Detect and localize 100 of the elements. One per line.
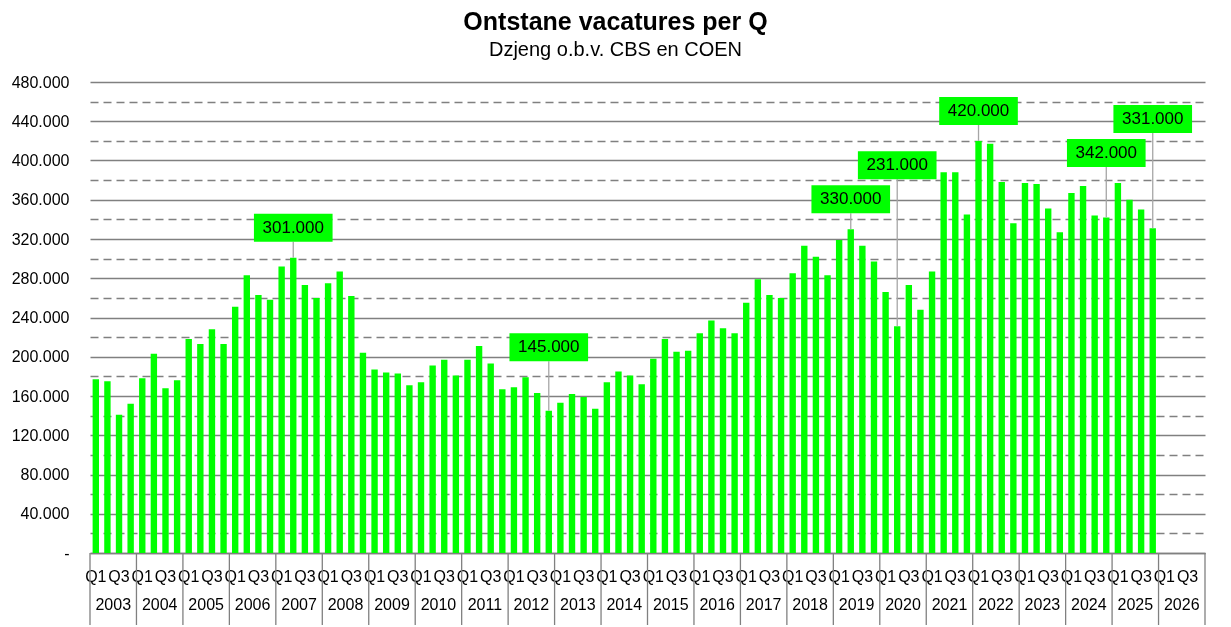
x-tick-label: Q3 (340, 567, 363, 585)
x-tick-label: Q3 (619, 567, 641, 585)
y-tick-label: 80.000 (20, 466, 70, 483)
x-tick-label: Q1 (735, 567, 757, 585)
x-tick-label: Q3 (991, 567, 1013, 585)
y-tick-label: 240.000 (11, 309, 70, 326)
x-tick-label: Q3 (433, 567, 456, 585)
x-tick-label: Q3 (805, 567, 827, 585)
y-tick-label: 400.000 (11, 152, 70, 169)
bar (789, 273, 796, 553)
x-tick-label: Q3 (572, 567, 595, 585)
bar (684, 350, 692, 553)
bar (835, 239, 843, 553)
bar (557, 402, 564, 553)
x-tick-label: Q1 (1014, 567, 1036, 585)
bar (777, 297, 785, 553)
bar (975, 140, 982, 553)
bar (870, 261, 878, 553)
bar (673, 351, 680, 553)
x-tick-label: Q1 (596, 567, 618, 585)
x-tick-label: Q3 (1037, 567, 1059, 585)
bar (406, 385, 413, 553)
bar (580, 396, 587, 553)
bar (847, 229, 854, 553)
bar (731, 333, 738, 553)
text: 2013 (560, 596, 596, 613)
text: 2009 (374, 596, 410, 613)
x-tick-label: Q1 (224, 567, 246, 585)
bar (1126, 199, 1133, 553)
bar (1103, 217, 1110, 553)
x-tick-label: Q1 (317, 567, 339, 585)
x-tick-label: Q3 (665, 567, 688, 585)
bar (371, 369, 378, 553)
bar (766, 294, 773, 553)
y-tick-label: 120.000 (11, 426, 70, 444)
x-tick-label: Q1 (85, 567, 107, 585)
chart-subtitle: Dzjeng o.b.v. CBS en COEN (488, 38, 743, 60)
text: 2023 (1024, 596, 1061, 613)
x-tick-label: Q1 (178, 567, 200, 585)
bar (801, 245, 808, 553)
bar (150, 353, 158, 553)
bar (324, 283, 332, 553)
bar (812, 256, 820, 553)
x-tick-label: Q3 (294, 567, 316, 585)
x-tick-label: Q1 (503, 567, 525, 585)
bar (986, 143, 994, 553)
x-tick-label: Q3 (944, 567, 967, 585)
x-tick-label: Q3 (712, 567, 734, 585)
text: 2026 (1163, 596, 1200, 613)
bar (441, 359, 448, 553)
bar (952, 172, 959, 553)
text: 2022 (978, 596, 1014, 613)
y-tick-label: 40.000 (20, 505, 70, 523)
bar (1068, 192, 1075, 553)
x-tick-label: Q3 (1083, 567, 1106, 585)
data-label: 330.000 (820, 189, 882, 209)
bar (626, 375, 634, 553)
x-tick-label: Q1 (131, 567, 154, 585)
bar (127, 403, 134, 553)
bar (243, 275, 250, 553)
text: 2020 (885, 596, 921, 613)
bar (255, 294, 262, 553)
x-tick-label: Q1 (549, 567, 572, 585)
text: 2021 (931, 596, 968, 613)
text: 2018 (792, 596, 828, 613)
x-tick-label: Q1 (782, 567, 804, 585)
bar (510, 387, 518, 553)
x-tick-label: Q3 (480, 567, 502, 585)
bar (475, 345, 483, 553)
bar (1021, 183, 1029, 553)
bar (998, 182, 1005, 553)
text: 2004 (141, 596, 178, 613)
x-tick-label: Q3 (201, 567, 223, 585)
bar (1056, 232, 1064, 553)
data-label: 331.000 (1122, 109, 1184, 129)
bar (452, 375, 460, 553)
data-label: 342.000 (1075, 143, 1137, 163)
x-tick-label: Q3 (758, 567, 781, 585)
x-tick-label: Q3 (1176, 567, 1199, 585)
text: 2012 (513, 596, 550, 613)
bar (162, 388, 169, 553)
x-tick-label: Q3 (108, 567, 130, 585)
bar (278, 266, 285, 553)
bar (197, 343, 204, 553)
x-tick-label: Q3 (1130, 567, 1152, 585)
bar (266, 299, 274, 553)
bar (545, 410, 552, 553)
bar (615, 371, 622, 553)
x-tick-label: Q1 (874, 567, 897, 585)
bar (1033, 184, 1040, 553)
text: 2006 (234, 596, 271, 613)
bar (185, 339, 192, 553)
bar (1045, 208, 1052, 553)
text: 2005 (188, 596, 225, 613)
bar (696, 333, 703, 553)
text: 2010 (420, 596, 457, 613)
y-tick-label: 360.000 (11, 191, 70, 209)
text: 2003 (95, 596, 132, 613)
text: 2008 (327, 596, 364, 613)
bar (522, 377, 529, 553)
